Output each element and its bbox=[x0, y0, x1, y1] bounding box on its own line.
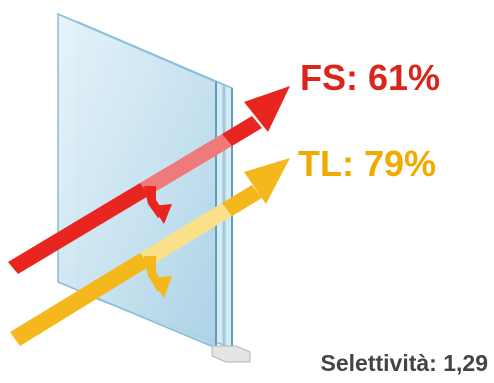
light-transmission-arrow bbox=[10, 158, 290, 346]
light-transmission-label: TL: 79% bbox=[298, 143, 437, 184]
solar-factor-label: FS: 61% bbox=[300, 57, 441, 98]
solar-factor-arrow bbox=[8, 86, 290, 274]
pane-base-spacer bbox=[211, 345, 251, 363]
selectivity-label: Selettività: 1,29 bbox=[320, 350, 488, 376]
